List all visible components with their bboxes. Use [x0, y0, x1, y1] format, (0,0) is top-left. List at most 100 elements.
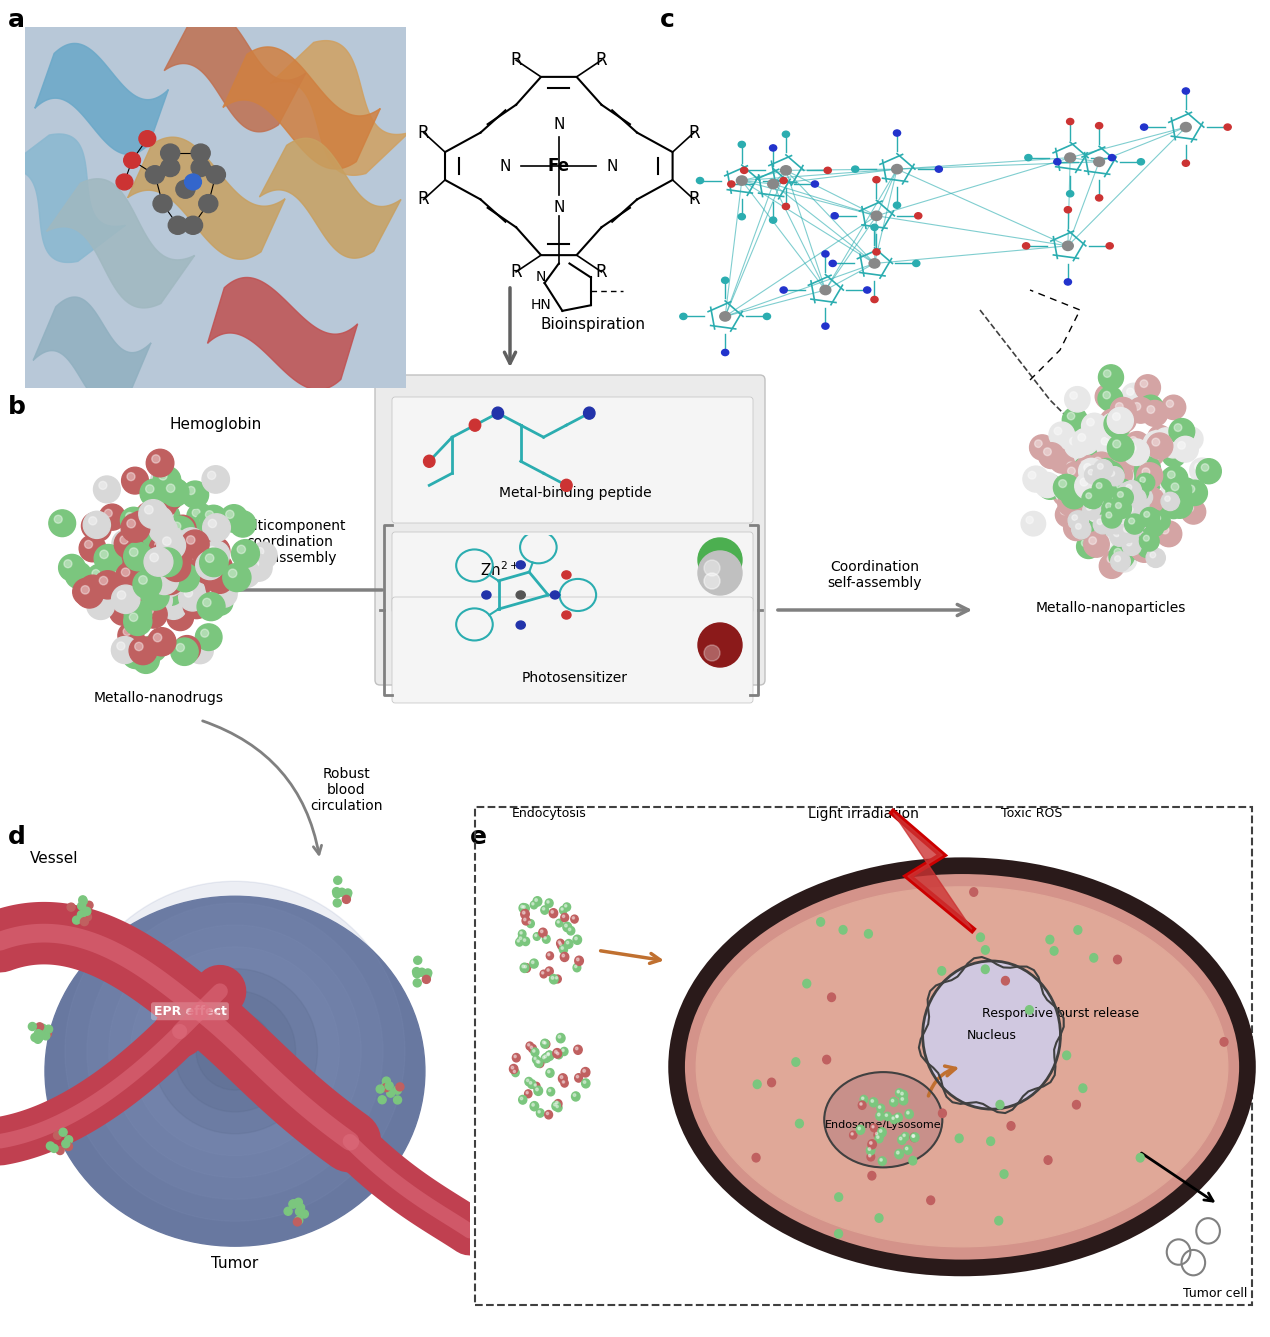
Circle shape: [154, 548, 161, 556]
Circle shape: [1109, 416, 1116, 424]
Circle shape: [563, 902, 570, 910]
Circle shape: [1138, 487, 1165, 513]
Circle shape: [1132, 467, 1156, 491]
Circle shape: [1088, 452, 1114, 477]
Circle shape: [1121, 384, 1146, 408]
Circle shape: [136, 540, 163, 566]
Circle shape: [130, 610, 137, 618]
Circle shape: [202, 465, 230, 493]
Circle shape: [583, 1080, 585, 1083]
Circle shape: [122, 642, 149, 668]
Circle shape: [413, 969, 420, 977]
Circle shape: [1128, 444, 1152, 468]
Circle shape: [165, 543, 173, 551]
Circle shape: [1100, 389, 1107, 397]
Circle shape: [130, 548, 138, 556]
Circle shape: [150, 556, 157, 564]
Circle shape: [156, 567, 184, 595]
Circle shape: [533, 1058, 536, 1060]
Circle shape: [1149, 513, 1154, 520]
Circle shape: [1138, 539, 1156, 558]
Circle shape: [145, 567, 154, 575]
Circle shape: [127, 604, 136, 612]
Circle shape: [151, 552, 160, 560]
Circle shape: [1107, 408, 1133, 433]
Circle shape: [131, 541, 138, 550]
Circle shape: [1080, 1084, 1087, 1092]
Circle shape: [114, 603, 123, 611]
Circle shape: [1100, 472, 1125, 497]
Circle shape: [1055, 477, 1078, 501]
Circle shape: [1125, 465, 1133, 472]
Circle shape: [1113, 479, 1132, 497]
Circle shape: [128, 547, 136, 556]
Circle shape: [1107, 523, 1113, 528]
Circle shape: [180, 529, 210, 559]
Circle shape: [144, 539, 170, 564]
Circle shape: [127, 544, 136, 552]
Circle shape: [146, 550, 171, 574]
Circle shape: [1086, 497, 1110, 523]
Circle shape: [1069, 491, 1095, 516]
Circle shape: [1119, 447, 1126, 453]
Circle shape: [1097, 459, 1116, 477]
Circle shape: [94, 544, 122, 572]
Circle shape: [178, 578, 204, 604]
Circle shape: [1092, 485, 1118, 511]
Circle shape: [1072, 460, 1097, 485]
Circle shape: [527, 1044, 530, 1046]
Circle shape: [927, 1197, 935, 1205]
Circle shape: [98, 574, 126, 600]
Circle shape: [1096, 123, 1102, 128]
Circle shape: [140, 547, 165, 574]
Circle shape: [151, 554, 159, 562]
Circle shape: [545, 967, 554, 976]
Circle shape: [145, 548, 173, 575]
Circle shape: [1074, 420, 1082, 427]
Circle shape: [140, 554, 168, 582]
Circle shape: [1105, 418, 1113, 427]
Circle shape: [150, 567, 179, 595]
Circle shape: [166, 531, 193, 559]
Circle shape: [537, 1060, 540, 1063]
Circle shape: [1138, 396, 1163, 421]
Circle shape: [1161, 467, 1186, 492]
Circle shape: [145, 551, 152, 559]
Circle shape: [1114, 509, 1133, 528]
Circle shape: [1081, 539, 1088, 547]
Circle shape: [142, 559, 170, 587]
Circle shape: [1134, 440, 1158, 464]
Circle shape: [1095, 384, 1120, 409]
Circle shape: [196, 1012, 274, 1090]
Circle shape: [1106, 512, 1113, 517]
Circle shape: [1113, 452, 1120, 459]
Circle shape: [149, 555, 156, 563]
Circle shape: [511, 1067, 513, 1070]
Circle shape: [145, 548, 173, 575]
Circle shape: [211, 580, 237, 607]
Circle shape: [533, 897, 542, 906]
Circle shape: [164, 532, 171, 541]
Text: Endosome/Lysosome: Endosome/Lysosome: [826, 1120, 941, 1130]
Circle shape: [152, 455, 160, 463]
Circle shape: [536, 1108, 544, 1118]
Circle shape: [869, 259, 880, 267]
Circle shape: [1077, 465, 1085, 473]
Circle shape: [151, 554, 159, 562]
Circle shape: [140, 562, 166, 588]
Circle shape: [1115, 402, 1123, 410]
Circle shape: [202, 541, 230, 568]
Circle shape: [1121, 495, 1128, 501]
Circle shape: [1067, 191, 1073, 197]
Circle shape: [535, 935, 537, 936]
Circle shape: [1100, 461, 1124, 485]
Circle shape: [1081, 461, 1088, 468]
Circle shape: [1128, 503, 1147, 521]
Circle shape: [1092, 529, 1116, 554]
Circle shape: [179, 583, 207, 611]
Circle shape: [131, 560, 138, 568]
Circle shape: [1100, 413, 1125, 439]
Circle shape: [1107, 469, 1115, 477]
Circle shape: [99, 481, 107, 489]
Circle shape: [563, 923, 572, 932]
